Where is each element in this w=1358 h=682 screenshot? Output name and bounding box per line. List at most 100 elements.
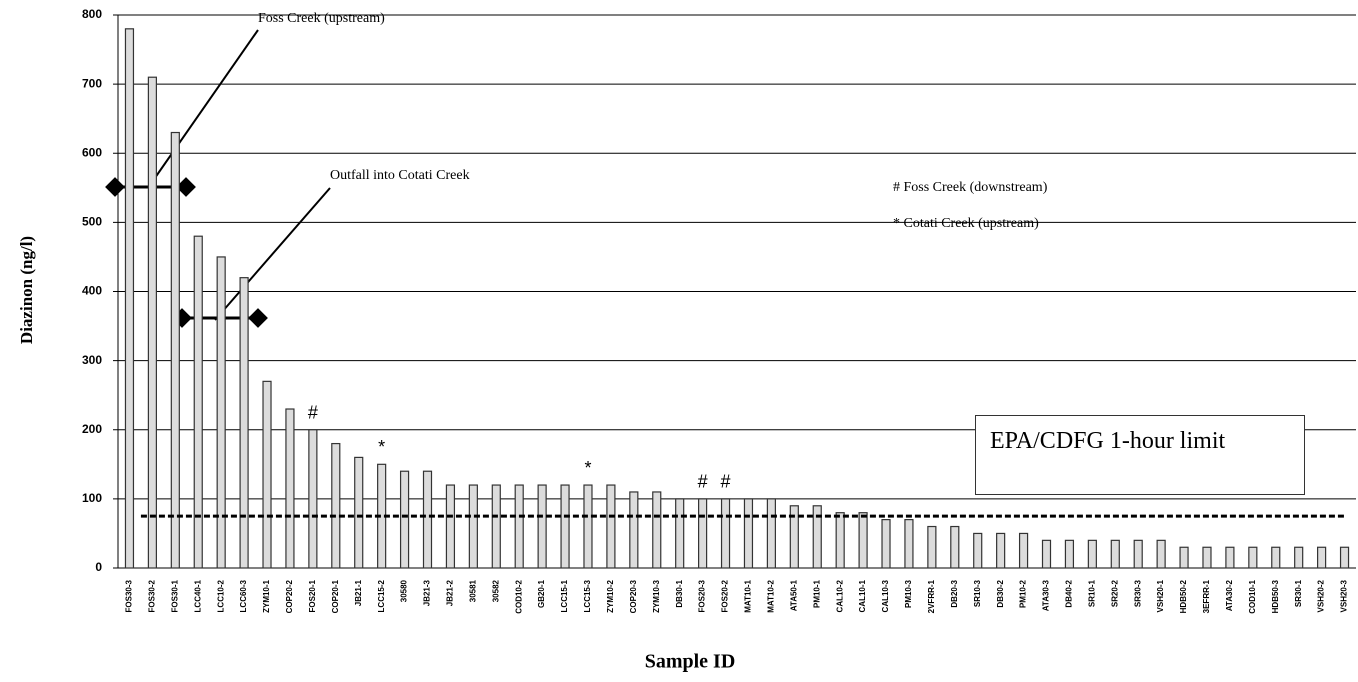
x-tick-label: DB30-2 bbox=[996, 579, 1005, 607]
bar-marker: * bbox=[378, 437, 385, 457]
bar bbox=[835, 512, 845, 569]
x-tick-label: GB20-1 bbox=[537, 579, 546, 608]
x-tick-label: VSH20-1 bbox=[1156, 579, 1165, 612]
bar bbox=[583, 484, 593, 569]
bar bbox=[170, 131, 180, 569]
x-tick-label: DB20-3 bbox=[950, 579, 959, 607]
x-tick-label: 30580 bbox=[400, 579, 409, 602]
y-tick-label: 500 bbox=[82, 215, 102, 229]
bar bbox=[629, 491, 639, 569]
bar bbox=[996, 532, 1006, 569]
x-tick-label: LCC15-2 bbox=[377, 579, 386, 612]
bar bbox=[1110, 539, 1120, 569]
diamond bbox=[248, 308, 268, 328]
annotation-line bbox=[149, 29, 259, 186]
bar bbox=[445, 484, 456, 569]
x-tick-label: DB30-1 bbox=[675, 579, 684, 607]
x-tick-label: SR30-3 bbox=[1133, 579, 1142, 607]
bar bbox=[124, 28, 135, 569]
x-tick-label: 30581 bbox=[468, 579, 477, 602]
y-tick-label: 700 bbox=[82, 76, 102, 90]
bar bbox=[1041, 539, 1052, 569]
bar-marker: # bbox=[308, 403, 318, 423]
x-tick-label: FOS20-2 bbox=[721, 579, 730, 612]
bar bbox=[1064, 539, 1075, 569]
y-tick-label: 600 bbox=[82, 145, 102, 159]
bar bbox=[606, 484, 616, 569]
bar bbox=[354, 456, 364, 569]
bar bbox=[422, 470, 433, 569]
bar bbox=[1339, 546, 1350, 569]
bar bbox=[904, 519, 914, 569]
y-tick-label: 400 bbox=[82, 284, 102, 298]
x-tick-label: PM10-2 bbox=[1019, 579, 1028, 608]
x-axis-label: Sample ID bbox=[645, 651, 736, 673]
annotation: Foss Creek (upstream) bbox=[258, 11, 385, 26]
x-tick-label: ATA50-1 bbox=[789, 579, 798, 611]
x-tick-label: COD10-1 bbox=[1248, 579, 1257, 613]
bar bbox=[675, 498, 685, 569]
bar bbox=[1248, 546, 1258, 569]
x-tick-label: COP20-3 bbox=[629, 579, 638, 613]
bar bbox=[1202, 546, 1212, 569]
bar bbox=[1087, 539, 1097, 569]
bar bbox=[766, 498, 776, 569]
bar bbox=[147, 76, 157, 569]
bar bbox=[193, 235, 203, 569]
bar bbox=[720, 498, 731, 569]
bar bbox=[331, 442, 341, 569]
x-tick-label: JB21-3 bbox=[423, 579, 432, 606]
annotation: Outfall into Cotati Creek bbox=[330, 168, 470, 183]
y-tick-label: 800 bbox=[82, 7, 102, 21]
bar bbox=[1179, 546, 1189, 569]
x-tick-label: FOS20-1 bbox=[308, 579, 317, 612]
x-tick-label: JB21-1 bbox=[354, 579, 363, 606]
bar bbox=[239, 277, 249, 569]
legend-text: * Cotati Creek (upstream) bbox=[893, 216, 1039, 231]
x-tick-label: ZYM10-1 bbox=[262, 579, 271, 612]
bar bbox=[950, 525, 960, 569]
bar-marker: # bbox=[698, 472, 708, 492]
x-tick-label: ATA30-3 bbox=[1042, 579, 1051, 611]
x-tick-label: LCC10-2 bbox=[216, 579, 225, 612]
x-tick-label: COP20-1 bbox=[331, 579, 340, 613]
bar-marker: # bbox=[721, 472, 731, 492]
x-tick-label: CAL10-2 bbox=[835, 579, 844, 612]
bar bbox=[537, 484, 547, 569]
x-tick-label: SR30-1 bbox=[1294, 579, 1303, 607]
bar bbox=[927, 525, 937, 569]
x-tick-label: COD10-2 bbox=[514, 579, 523, 613]
y-tick-label: 200 bbox=[82, 422, 102, 436]
bar bbox=[1156, 539, 1166, 569]
x-tick-label: COP20-2 bbox=[285, 579, 294, 613]
x-tick-label: 3EFRR-1 bbox=[1202, 579, 1211, 613]
x-tick-label: PM10-3 bbox=[904, 579, 913, 608]
bar bbox=[1133, 539, 1143, 569]
x-tick-label: MAT10-1 bbox=[744, 579, 753, 612]
annotation-line bbox=[214, 187, 331, 321]
x-tick-label: MAT10-2 bbox=[766, 579, 775, 612]
bar bbox=[560, 484, 570, 569]
x-tick-label: DB40-2 bbox=[1065, 579, 1074, 607]
limit-box: EPA/CDFG 1-hour limit bbox=[975, 415, 1305, 495]
x-tick-label: FOS30-3 bbox=[125, 579, 134, 612]
x-tick-label: HDB50-3 bbox=[1271, 579, 1280, 613]
x-tick-label: LCC15-3 bbox=[583, 579, 592, 612]
x-tick-label: PM10-1 bbox=[812, 579, 821, 608]
x-tick-label: VSH20-3 bbox=[1340, 579, 1349, 612]
y-tick-label: 100 bbox=[82, 491, 102, 505]
x-tick-label: SR20-2 bbox=[1110, 579, 1119, 607]
x-tick-label: LCC15-1 bbox=[560, 579, 569, 612]
x-tick-label: CAL10-1 bbox=[858, 579, 867, 612]
x-tick-label: ZYM10-3 bbox=[652, 579, 661, 612]
x-tick-label: LCC40-1 bbox=[193, 579, 202, 612]
bar bbox=[812, 505, 822, 569]
bar bbox=[285, 408, 295, 569]
x-tick-label: CAL10-3 bbox=[881, 579, 890, 612]
bar bbox=[308, 429, 318, 569]
x-tick-label: 30582 bbox=[491, 579, 500, 602]
bar bbox=[1018, 532, 1029, 569]
x-tick-label: VSH20-2 bbox=[1317, 579, 1326, 612]
bar bbox=[1271, 546, 1281, 569]
bar bbox=[743, 498, 754, 569]
